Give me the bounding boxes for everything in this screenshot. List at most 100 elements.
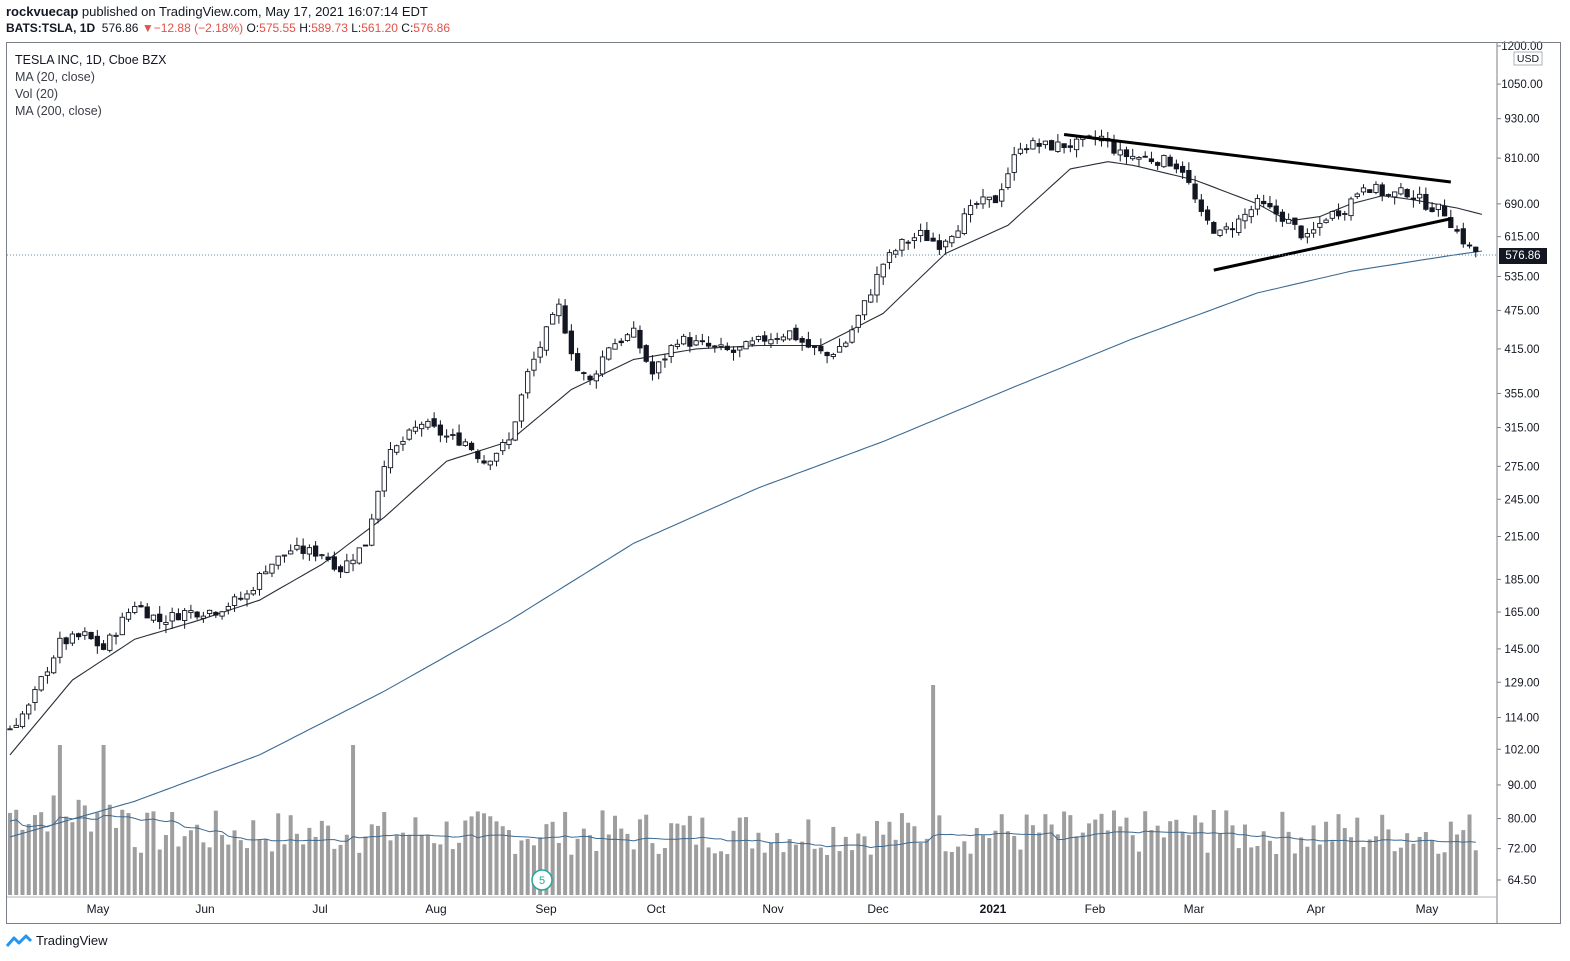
candle [350,553,356,572]
volume-bar [812,848,817,895]
volume-bar [1242,824,1247,895]
candle-body [1261,200,1267,205]
candle [543,325,550,356]
candle [294,537,300,552]
ma200-path [9,250,1483,838]
candle-body [1360,187,1367,193]
volume-bar [1361,846,1366,895]
candle [200,611,206,623]
volume-bar [400,832,405,895]
candle-body [581,372,587,375]
volume-bar [245,848,250,895]
candle-body [1454,229,1460,232]
candle [169,607,175,629]
candle-body [624,334,631,341]
candle-body [1042,140,1049,146]
candle-body [175,613,182,621]
volume-bar [1062,811,1067,895]
candle [356,547,362,565]
volume-bar [1461,830,1466,895]
candle-body [1373,183,1379,193]
candle-body [1279,211,1286,222]
candle [425,418,431,430]
candle [1441,199,1448,217]
y-tick-label: 129.00 [1504,677,1539,689]
candle-body [637,329,643,349]
candle-body [1416,193,1423,199]
candle-body [587,375,593,381]
candle [337,564,344,579]
candle [849,325,855,344]
candle [119,612,125,636]
trendline [1213,217,1452,272]
x-tick-label: Feb [1085,902,1106,916]
candle-body [431,418,437,427]
volume-bar [1118,826,1123,895]
candle [568,324,574,361]
candle [874,266,880,303]
footer-brand[interactable]: TradingView [6,933,108,948]
candle [1273,199,1279,222]
candle-body [487,460,493,466]
candle [269,563,275,578]
candle [643,344,649,363]
x-tick-label: Dec [867,902,888,916]
candle [462,438,468,447]
candle [599,350,606,377]
candle-body [1460,228,1466,245]
volume-bar [32,815,37,895]
volume-bar [893,839,898,895]
y-tick-label: 1050.00 [1501,79,1543,91]
volume-bar [650,843,655,895]
candle-body [275,555,281,566]
legend-title[interactable]: TESLA INC, 1D, Cboe BZX [15,53,167,67]
candle-body [300,545,306,554]
volume-bar [344,834,349,895]
candle [992,194,999,204]
candle-body [543,326,550,351]
volume-bar [843,836,848,895]
candle-body [1048,140,1055,151]
candle [412,420,419,435]
x-tick-label: Jun [195,902,214,916]
candle [500,439,506,456]
candle-body [337,566,344,573]
volume-bar [8,812,12,895]
x-tick-label: Oct [647,902,666,916]
candle [362,544,369,547]
volume-bar [1305,846,1310,895]
candle-body [169,612,175,622]
volume-bar [787,838,792,895]
volume-bar [850,850,855,895]
legend-ma20[interactable]: MA (20, close) [15,70,95,84]
legend-ma200[interactable]: MA (200, close) [15,104,102,118]
candle [999,183,1005,208]
volume-bar [1286,831,1291,895]
volume-bar [157,849,162,895]
candle-body [618,340,624,344]
candle-body [325,556,331,561]
volume-bar [1430,840,1435,895]
candle-body [481,460,487,464]
candle [793,324,799,342]
y-tick-label: 64.50 [1508,875,1537,887]
candle [1061,143,1067,154]
candle [306,544,313,561]
volume-bar [438,844,443,895]
volume-bar [182,836,187,895]
volume-bar [57,745,62,895]
candle-body [893,250,899,255]
candle [1373,181,1379,195]
candle [1042,140,1049,149]
candle [805,331,812,349]
volume-bar [837,851,842,895]
candle [1342,210,1348,221]
x-tick-label: Jul [312,902,327,916]
author-name[interactable]: rockvuecap [6,4,79,19]
candle [1423,187,1429,211]
candle [1073,135,1080,158]
x-tick-label: May [87,902,110,916]
y-tick-label: 114.00 [1505,713,1539,725]
legend-vol[interactable]: Vol (20) [15,87,59,101]
